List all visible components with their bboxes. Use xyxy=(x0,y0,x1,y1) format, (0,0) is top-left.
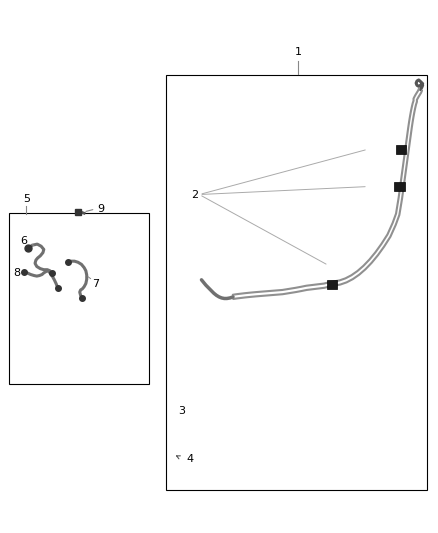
Text: 1: 1 xyxy=(294,47,301,57)
Text: 7: 7 xyxy=(92,279,99,288)
Text: 3: 3 xyxy=(178,407,185,416)
Text: 8: 8 xyxy=(13,268,20,278)
Bar xyxy=(327,280,337,289)
Bar xyxy=(394,182,405,191)
Text: 9: 9 xyxy=(97,204,104,214)
Bar xyxy=(396,145,406,154)
Text: 6: 6 xyxy=(21,236,28,246)
Text: 5: 5 xyxy=(23,193,30,204)
Bar xyxy=(166,75,427,490)
Bar xyxy=(9,213,149,384)
Text: 2: 2 xyxy=(191,190,198,199)
Text: 4: 4 xyxy=(186,455,193,464)
